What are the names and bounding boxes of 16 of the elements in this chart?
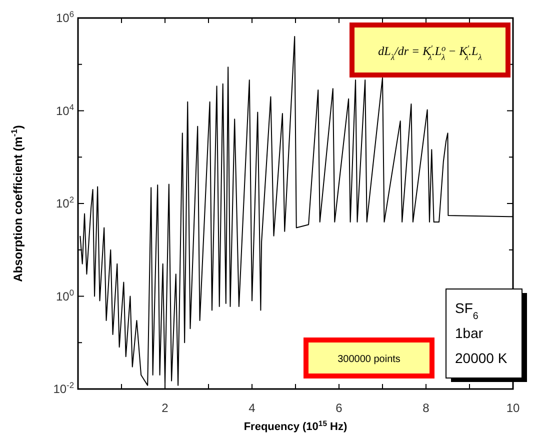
x-tick-label: 8 xyxy=(422,401,430,415)
annotation: 20000 K xyxy=(455,350,508,366)
x-tick-label: 6 xyxy=(336,401,343,415)
annotation: 1bar xyxy=(455,325,484,341)
y-tick-label: 10$^{4}$ xyxy=(56,102,74,118)
y-tick-label: 10$^{2}$ xyxy=(56,194,74,210)
y-tick-label: 10$^{0}$ xyxy=(56,287,74,304)
x-tick-label: 2 xyxy=(162,401,169,415)
annotation: SF$_{6}$ xyxy=(455,300,479,322)
x-tick-label: 4 xyxy=(248,401,256,415)
x-axis-title: Frequency (10$^{15}$ Hz) xyxy=(244,418,348,433)
y-tick-label: 10$^{-2}$ xyxy=(53,380,74,396)
text: dL$_{λ}$/dr = K$^{'}$$_{λ}$.L$^{o}$$_{λ}$ − K$^{'}$$_{λ}$.L$_{λ}$ xyxy=(378,44,482,62)
annotation: 300000 points xyxy=(338,354,400,365)
x-tick-label: 10 xyxy=(506,401,520,415)
y-tick-label: 10$^{6}$ xyxy=(56,9,74,25)
